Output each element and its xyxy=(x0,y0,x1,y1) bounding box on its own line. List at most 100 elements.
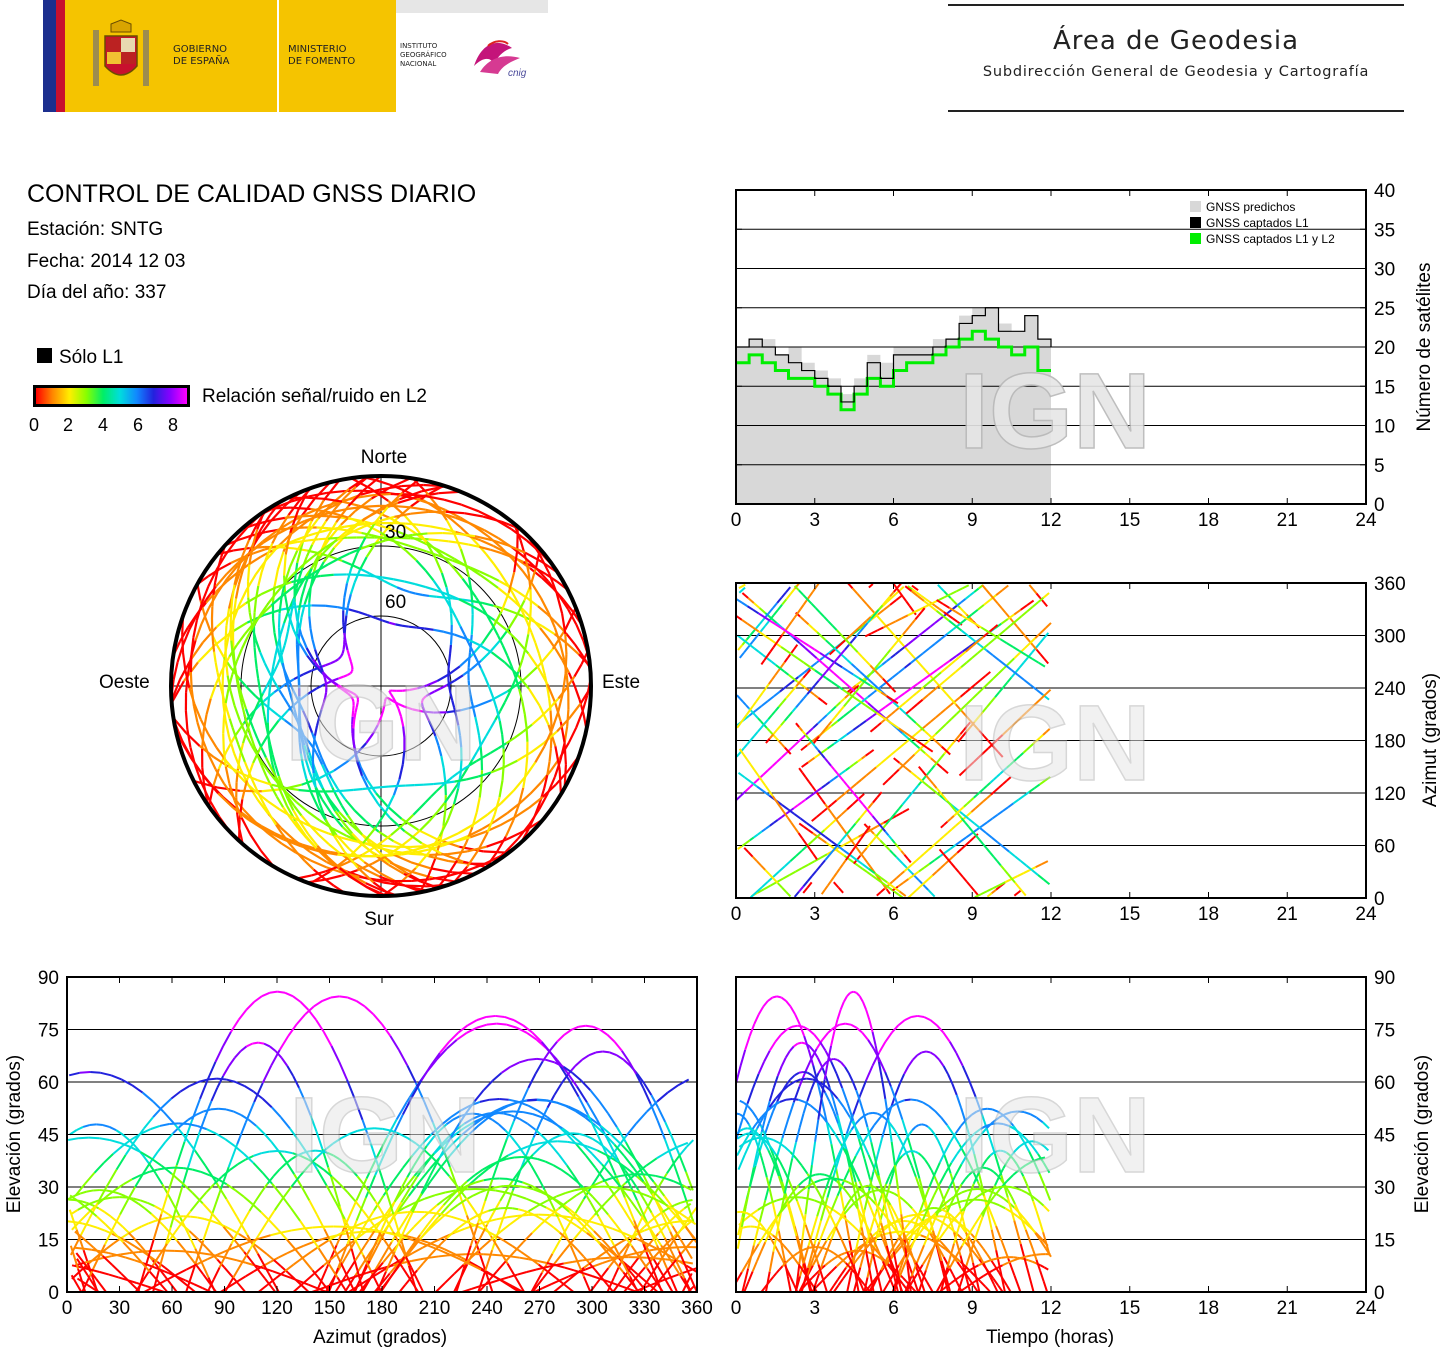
az-xtick-6: 6 xyxy=(888,904,899,925)
skyplot-track-segment xyxy=(249,710,256,722)
skyplot-track-segment xyxy=(214,661,219,673)
azimuth-track-segment xyxy=(974,679,982,686)
skyplot-track-segment xyxy=(548,572,558,594)
azimuth-track-segment xyxy=(943,832,949,838)
skyplot-track-segment xyxy=(237,570,244,586)
azimuth-track-segment xyxy=(753,778,760,784)
azimuth-track-segment xyxy=(1008,657,1015,665)
elaz-ytick-15: 15 xyxy=(38,1231,59,1252)
azimuth-track-segment xyxy=(894,707,900,712)
skyplot-track-segment xyxy=(275,542,288,548)
azimuth-track-segment xyxy=(916,776,924,783)
azimuth-track-segment xyxy=(803,619,810,626)
elevaz-track-segment xyxy=(334,1275,347,1293)
skyplot-track-segment xyxy=(387,696,391,701)
azimuth-track-segment xyxy=(1041,860,1049,866)
azimuth-track-segment xyxy=(736,694,741,700)
elevaz-track-segment xyxy=(416,1262,424,1271)
azimuth-track-segment xyxy=(811,870,818,877)
azimuth-track-segment xyxy=(848,642,855,649)
elevaz-track-segment xyxy=(284,1263,295,1273)
skyplot-track-segment xyxy=(376,479,392,487)
skyplot-track-segment xyxy=(543,774,549,789)
skyplot-track-segment xyxy=(480,539,494,548)
elevaz-track-segment xyxy=(197,1216,205,1220)
skyplot-track-segment xyxy=(229,627,233,641)
gray-top-bar xyxy=(396,0,548,13)
skyplot-track-segment xyxy=(303,744,309,756)
skyplot-track-segment xyxy=(296,654,300,664)
elevaz-track-segment xyxy=(69,1129,78,1136)
azimuth-track-segment xyxy=(958,871,964,878)
skyplot-track-segment xyxy=(482,515,503,523)
azimuth-track-segment xyxy=(795,850,803,857)
azimuth-track-segment xyxy=(876,626,884,632)
skyplot-track-segment xyxy=(285,786,299,792)
azimuth-track-segment xyxy=(1008,850,1016,858)
skyplot-track-segment xyxy=(342,597,346,611)
azimuth-track-segment xyxy=(735,751,741,758)
skyplot-track-segment xyxy=(308,491,327,498)
skyplot-track-segment xyxy=(295,622,299,635)
skyplot-track-segment xyxy=(241,780,248,800)
skyplot-track-segment xyxy=(461,577,471,589)
azimuth-track-segment xyxy=(843,780,848,786)
azimuth-track-segment xyxy=(962,584,970,590)
elevaz-track-segment xyxy=(233,1110,242,1116)
azimuth-track-segment xyxy=(992,745,999,753)
elevaz-track-segment xyxy=(616,1054,625,1061)
skyplot-track-segment xyxy=(311,759,315,774)
skyplot-track-segment xyxy=(296,609,301,623)
skyplot-track-segment xyxy=(278,689,285,699)
az-ytick-180: 180 xyxy=(1374,732,1406,753)
skyplot-track-segment xyxy=(454,836,471,843)
azimuth-track-segment xyxy=(840,649,846,655)
elevaz-track-segment xyxy=(611,1186,622,1190)
skyplot-track-segment xyxy=(341,649,345,654)
azimuth-track-segment xyxy=(767,714,773,720)
azimuth-track-segment xyxy=(950,814,955,820)
skyplot-track-segment xyxy=(475,658,482,669)
azimuth-track-segment xyxy=(781,886,787,893)
azimuth-track-segment xyxy=(997,751,1004,758)
azimuth-track-segment xyxy=(751,635,758,643)
elevaz-track-segment xyxy=(389,1035,400,1051)
skyplot-track-segment xyxy=(450,518,462,529)
series-l1-line xyxy=(736,307,1052,403)
elevaz-track-segment xyxy=(398,1284,407,1293)
elevaz-track-segment xyxy=(534,1060,544,1075)
skyplot-track-segment xyxy=(392,853,412,864)
skyplot-track-segment xyxy=(440,755,445,769)
azimuth-track-segment xyxy=(842,859,847,865)
skyplot-track-segment xyxy=(288,550,299,568)
skyplot-track-segment xyxy=(243,761,250,772)
azimuth-track-segment xyxy=(940,668,946,674)
skyplot-track-segment xyxy=(249,833,262,852)
skyplot-track-segment xyxy=(309,628,314,640)
elevaz-track-segment xyxy=(591,1152,603,1165)
azimuth-track-segment xyxy=(833,768,839,775)
skyplot-track-segment xyxy=(238,694,244,706)
azimuth-track-segment xyxy=(801,837,807,845)
skyplot-track-segment xyxy=(486,802,502,816)
azimuth-track-segment xyxy=(926,680,932,686)
eltime-track-segment xyxy=(920,1234,927,1239)
skyplot-track-segment xyxy=(322,547,336,563)
azimuth-track-segment xyxy=(760,700,769,707)
skyplot-track-segment xyxy=(292,628,301,644)
skyplot-track-segment xyxy=(399,716,405,727)
azimuth-track-segment xyxy=(745,704,750,709)
azimuth-track-segment xyxy=(898,640,905,648)
azimuth-track-segment xyxy=(757,830,763,836)
skyplot-track-segment xyxy=(426,679,438,687)
elevaz-track-segment xyxy=(99,1271,110,1276)
skyplot-track-segment xyxy=(470,604,484,613)
azimuth-track-segment xyxy=(907,792,913,798)
azimuth-track-segment xyxy=(807,738,813,744)
elevaz-track-segment xyxy=(292,1282,305,1293)
azimuth-track-segment xyxy=(737,644,744,651)
azimuth-track-segment xyxy=(898,859,904,865)
elevaz-track-segment xyxy=(656,1120,666,1140)
elevaz-track-segment xyxy=(628,1060,638,1075)
skyplot-track-segment xyxy=(294,820,307,837)
